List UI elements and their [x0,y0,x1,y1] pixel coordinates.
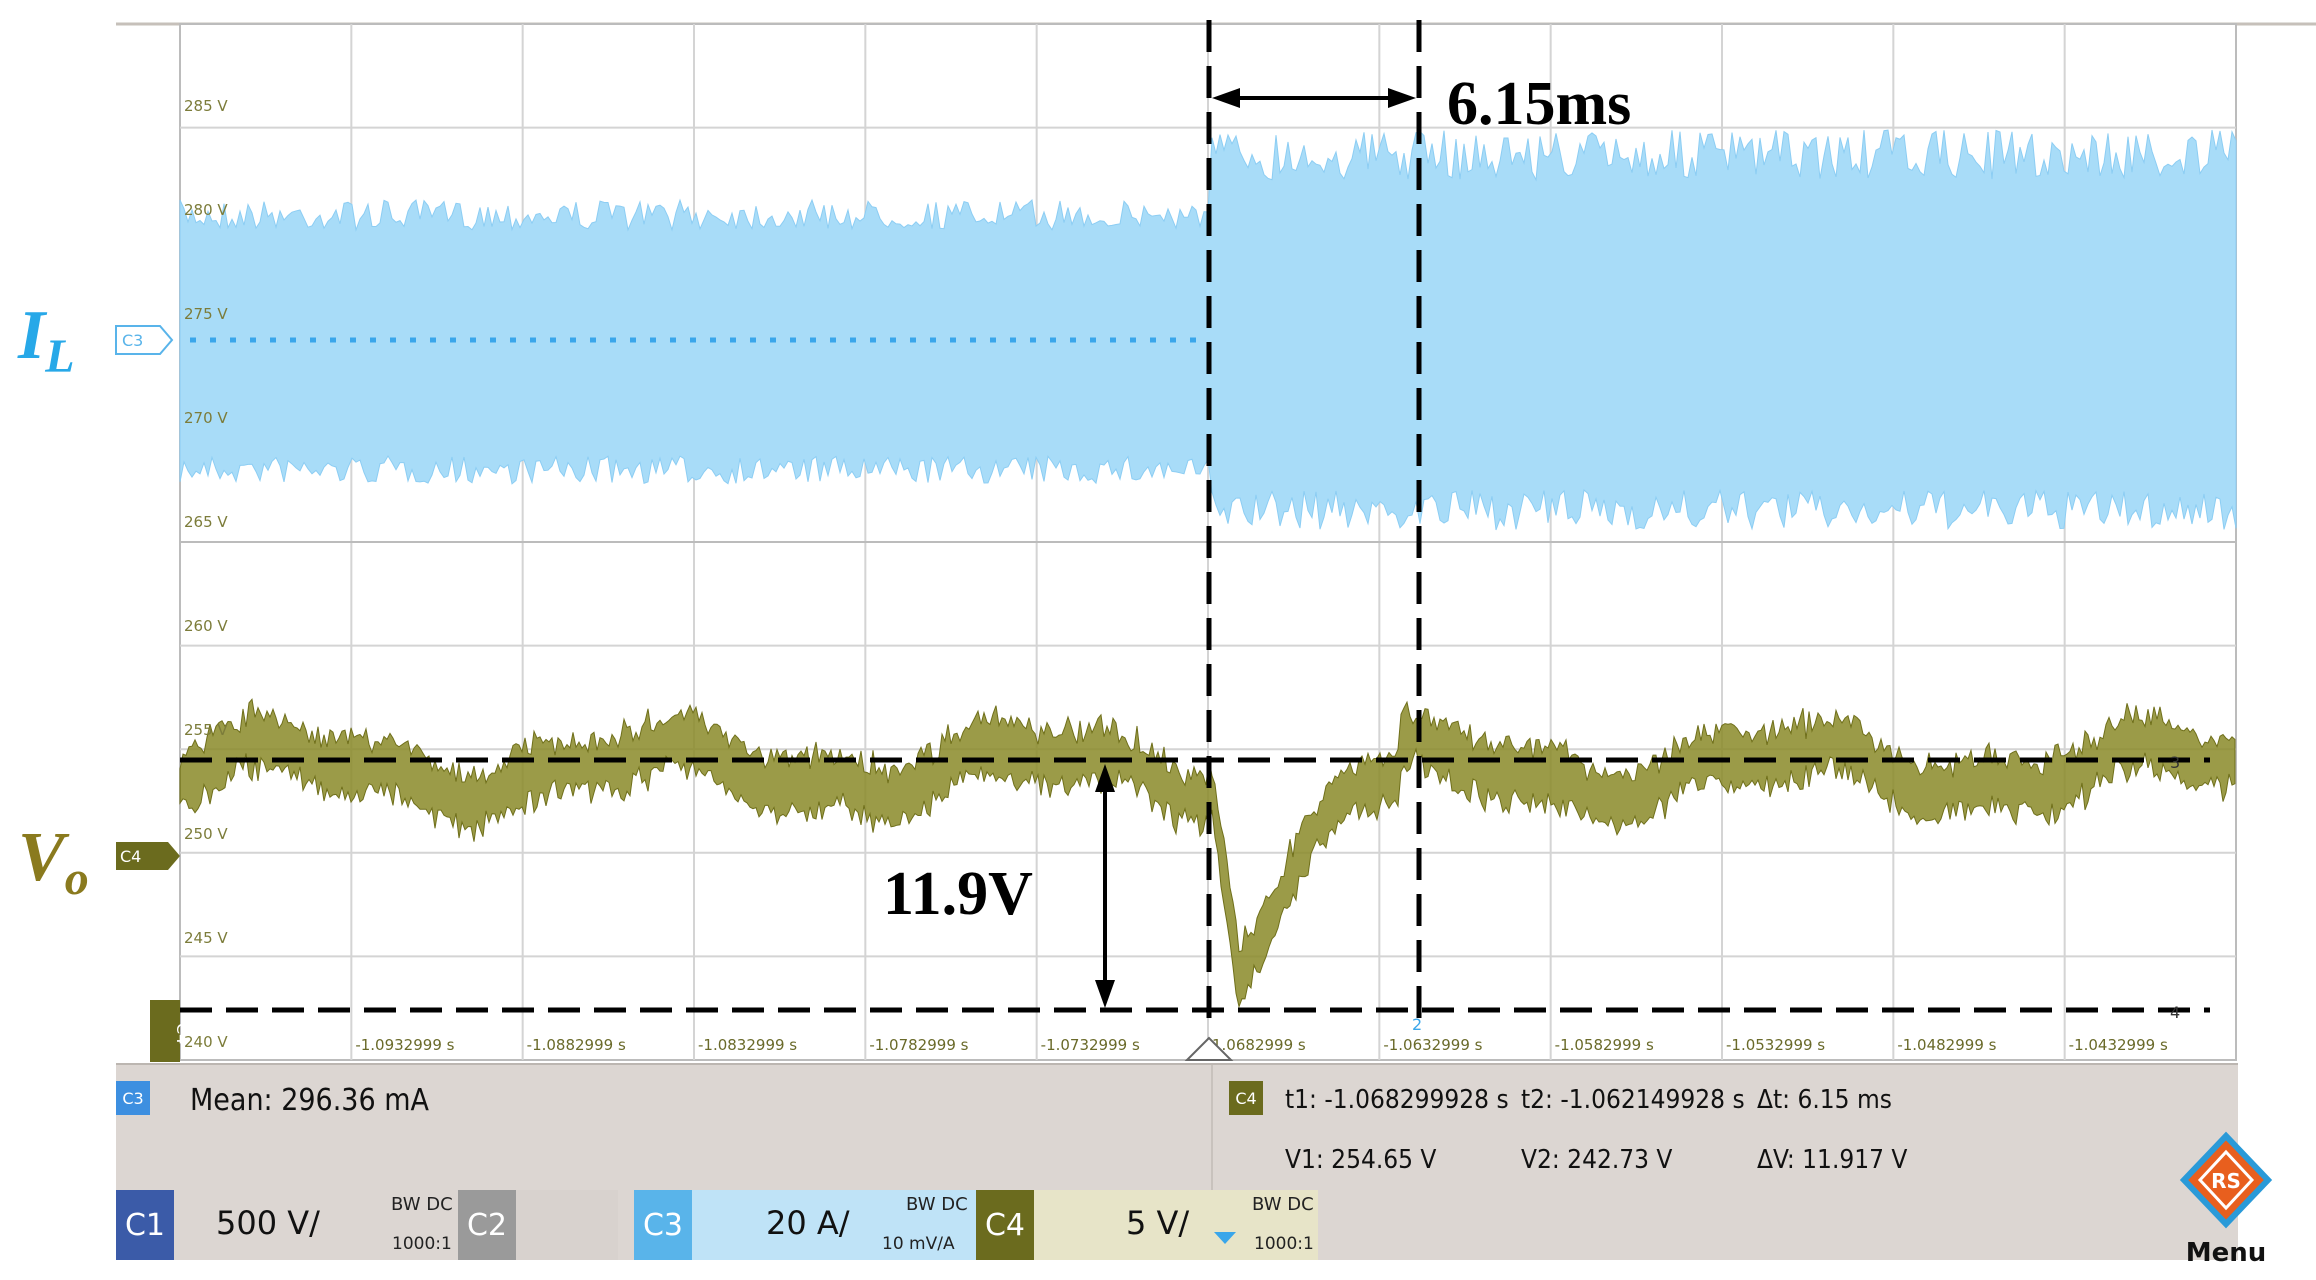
time-delta-label: 6.15ms [1447,70,1631,138]
y-tick-label: 240 V [184,1033,228,1051]
v2-value: V2: 242.73 V [1521,1145,1673,1175]
x-tick-label: -1.0632999 s [1383,1036,1482,1054]
y-tick-label: 270 V [184,409,228,427]
vo-waveform [179,698,2236,1009]
measurement-panel: C3 Mean: 296.36 mA C4 t1: -1.068299928 s… [116,1063,2238,1190]
c4-probe: 1000:1 [1254,1234,1314,1254]
c2-name: C2 [458,1190,516,1260]
trigger-slope-icon [1214,1232,1236,1244]
x-tick-label: -1.0832999 s [698,1036,797,1054]
trigger-marker[interactable] [1184,1036,1234,1061]
y-tick-label: 250 V [184,825,228,843]
x-tick-label: -1.0882999 s [527,1036,626,1054]
svg-text:C4: C4 [173,1023,192,1044]
y-tick-label: 260 V [184,617,228,635]
svg-text:RS: RS [2211,1169,2241,1193]
dv-value: ΔV: 11.917 V [1757,1145,1908,1175]
vo-label: Vo [18,819,89,905]
c3-bw: BW DC [906,1194,968,1215]
y-tick-label: 255 V [184,721,228,739]
ref-marker-4: 4 [2170,1003,2180,1022]
v1-value: V1: 254.65 V [1285,1145,1437,1175]
c4-scale: 5 V/ [1126,1204,1190,1242]
c3-name: C3 [634,1190,692,1260]
cursor-measurement: C4 t1: -1.068299928 s t2: -1.062149928 s… [1211,1065,2240,1190]
channel-c1[interactable]: C1 500 V/ BW DC 1000:1 [116,1190,456,1260]
dt-value: Δt: 6.15 ms [1757,1085,1892,1115]
voltage-delta-label: 11.9V [883,860,1033,928]
cursor-2-marker: 2 [1412,1015,1422,1034]
x-tick-label: -1.0482999 s [1897,1036,1996,1054]
x-tick-label: -1.0732999 s [1041,1036,1140,1054]
t2-value: t2: -1.062149928 s [1521,1085,1745,1115]
arrowhead-left [1212,88,1240,108]
channel-bar: C1 500 V/ BW DC 1000:1 C2 C3 20 A/ BW DC… [116,1190,2238,1260]
y-tick-label: 265 V [184,513,228,531]
c4-name: C4 [976,1190,1034,1260]
c3-offset-tag[interactable]: C3 [115,325,174,355]
x-tick-label: -1.0582999 s [1555,1036,1654,1054]
svg-text:C3: C3 [122,331,143,350]
c1-probe: 1000:1 [392,1234,452,1254]
mean-value: Mean: 296.36 mA [190,1083,429,1118]
mean-measurement: C3 Mean: 296.36 mA [116,1065,1206,1190]
y-tick-label: 285 V [184,97,228,115]
t1-value: t1: -1.068299928 s [1285,1085,1509,1115]
x-axis-labels: -1.0932999 s -1.0882999 s -1.0832999 s -1.0… [355,1036,2168,1054]
rs-logo-icon: RS [2179,1131,2273,1229]
ref-marker-3: 3 [2170,753,2180,772]
c1-name: C1 [116,1190,174,1260]
menu-button[interactable]: RS Menu [2176,1130,2276,1270]
y-axis-labels: 285 V 280 V 275 V 270 V 265 V 260 V 255 V 250 V… [184,97,228,1051]
c1-bw: BW DC [391,1194,453,1215]
x-tick-label: -1.0432999 s [2069,1036,2168,1054]
svg-text:C4: C4 [120,847,141,866]
c3-probe: 10 mV/A [882,1234,955,1254]
x-tick-label: -1.0932999 s [355,1036,454,1054]
menu-label: Menu [2185,1238,2267,1268]
channel-c4[interactable]: C4 5 V/ BW DC 1000:1 [976,1190,1318,1260]
c3-chip[interactable]: C3 [116,1081,150,1115]
channel-c3[interactable]: C3 20 A/ BW DC 10 mV/A [634,1190,976,1260]
c4-ground-marker[interactable]: C4 [150,1000,192,1062]
c3-scale: 20 A/ [766,1204,850,1242]
c4-offset-tag[interactable]: C4 [116,842,180,870]
y-tick-label: 275 V [184,305,228,323]
x-tick-label: -1.0782999 s [869,1036,968,1054]
il-waveform [179,129,2237,531]
arrowhead-down [1095,980,1115,1008]
y-tick-label: 280 V [184,201,228,219]
x-tick-label: -1.0532999 s [1726,1036,1825,1054]
c4-chip[interactable]: C4 [1229,1081,1263,1115]
arrowhead-right [1388,88,1416,108]
il-label: IL [17,297,75,383]
c4-bw: BW DC [1252,1194,1314,1215]
y-tick-label: 245 V [184,929,228,947]
channel-c2[interactable]: C2 [458,1190,618,1260]
c1-scale: 500 V/ [216,1204,320,1242]
x-tick-label: 1.0682999 s [1212,1036,1306,1054]
arrowhead-up [1095,764,1115,792]
